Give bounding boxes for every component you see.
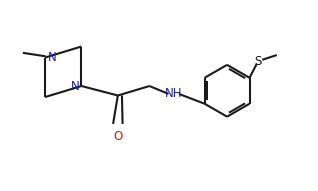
Text: S: S: [255, 55, 262, 68]
Text: NH: NH: [164, 87, 182, 100]
Text: N: N: [48, 51, 56, 64]
Text: O: O: [113, 130, 122, 143]
Text: N: N: [71, 79, 80, 92]
